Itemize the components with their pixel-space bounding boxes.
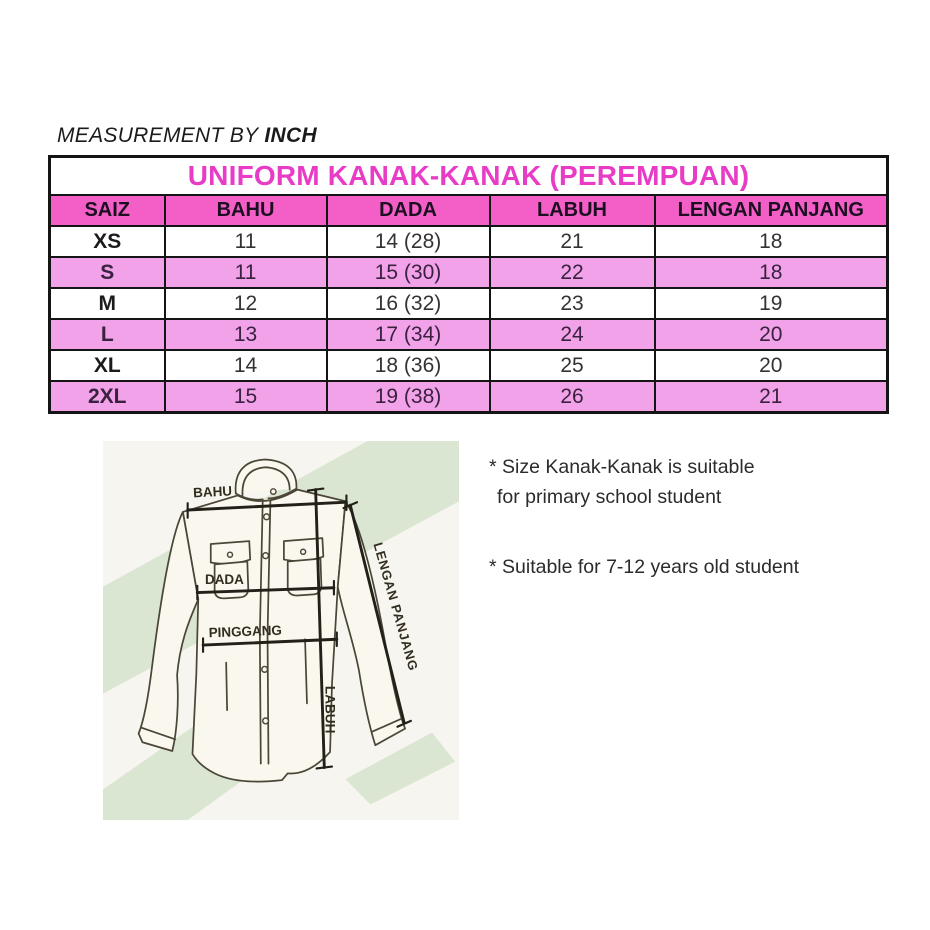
- value-cell: 20: [653, 318, 889, 351]
- value-cell: 18: [653, 225, 889, 258]
- shirt-outline: [137, 458, 406, 783]
- size-table: UNIFORM KANAK-KANAK (PEREMPUAN) SAIZ BAH…: [48, 155, 890, 414]
- column-header-labuh: LABUH: [488, 194, 656, 227]
- value-cell: 14: [163, 349, 328, 382]
- value-cell: 18: [653, 256, 889, 289]
- size-cell: 2XL: [48, 380, 166, 414]
- shirt-collar-outer: [234, 458, 298, 495]
- value-cell: 17 (34): [325, 318, 491, 351]
- value-cell: 21: [488, 225, 656, 258]
- labuh-label: LABUH: [322, 686, 337, 734]
- shirt-right-cuff-line: [371, 717, 405, 733]
- value-cell: 11: [163, 225, 328, 258]
- value-cell: 11: [163, 256, 328, 289]
- shirt-collar-base-right: [267, 487, 298, 500]
- note-line: * Suitable for 7-12 years old student: [489, 556, 800, 578]
- value-cell: 26: [488, 380, 656, 414]
- lengan-panjang-line: [348, 503, 406, 725]
- note-line: for primary school student: [497, 486, 722, 508]
- value-cell: 18 (36): [325, 349, 491, 382]
- size-cell: XL: [48, 349, 166, 382]
- value-cell: 19: [653, 287, 889, 320]
- size-cell: S: [48, 256, 166, 289]
- table-row-xl: XL 14 18 (36) 25 20: [48, 349, 889, 382]
- value-cell: 13: [163, 318, 328, 351]
- bahu-label: BAHU: [193, 483, 233, 500]
- note-line: * Size Kanak-Kanak is suitable: [489, 456, 755, 478]
- page-title-unit: INCH: [264, 124, 317, 147]
- shirt-measurement-diagram: BAHU DADA PINGGANG LABUH LENGAN PANJANG: [103, 441, 459, 820]
- size-cell: L: [48, 318, 166, 351]
- size-cell: XS: [48, 225, 166, 258]
- value-cell: 22: [488, 256, 656, 289]
- column-header-bahu: BAHU: [163, 194, 328, 227]
- table-row-l: L 13 17 (34) 24 20: [48, 318, 889, 351]
- table-row-s: S 11 15 (30) 22 18: [48, 256, 889, 289]
- note-primary-school: * Size Kanak-Kanak is suitable for prima…: [489, 452, 919, 512]
- column-header-dada: DADA: [325, 194, 491, 227]
- value-cell: 24: [488, 318, 656, 351]
- bahu-line: [186, 500, 348, 512]
- dada-line: [195, 586, 336, 595]
- value-cell: 19 (38): [325, 380, 491, 414]
- value-cell: 25: [488, 349, 656, 382]
- page-title: MEASUREMENT BY INCH: [57, 124, 317, 148]
- page-title-prefix: MEASUREMENT BY: [57, 124, 259, 147]
- shirt-left-cuff-line: [140, 726, 177, 741]
- table-title: UNIFORM KANAK-KANAK (PEREMPUAN): [48, 155, 889, 196]
- shirt-left-dart-line: [225, 661, 228, 712]
- table-row-xs: XS 11 14 (28) 21 18: [48, 225, 889, 258]
- shirt-left-sleeve: [137, 511, 200, 752]
- measurement-lines: [186, 487, 412, 770]
- column-header-saiz: SAIZ: [48, 194, 166, 227]
- shirt-buttons: [226, 488, 307, 725]
- dada-label: DADA: [205, 572, 244, 587]
- pinggang-line: [201, 637, 339, 647]
- size-cell: M: [48, 287, 166, 320]
- table-title-row: UNIFORM KANAK-KANAK (PEREMPUAN): [48, 155, 889, 196]
- shirt-placket-left-line: [258, 499, 264, 765]
- table-row-m: M 12 16 (32) 23 19: [48, 287, 889, 320]
- value-cell: 20: [653, 349, 889, 382]
- pinggang-label: PINGGANG: [208, 623, 282, 641]
- shirt-collar-base-left: [234, 492, 264, 501]
- value-cell: 14 (28): [325, 225, 491, 258]
- measurement-ticks: [186, 487, 412, 770]
- shirt-right-sleeve: [336, 500, 406, 747]
- column-header-lengan-panjang: LENGAN PANJANG: [653, 194, 889, 227]
- value-cell: 12: [163, 287, 328, 320]
- value-cell: 23: [488, 287, 656, 320]
- table-header-row: SAIZ BAHU DADA LABUH LENGAN PANJANG: [48, 194, 889, 227]
- value-cell: 15: [163, 380, 328, 414]
- note-age-range: * Suitable for 7-12 years old student: [489, 552, 919, 582]
- shirt-right-dart-line: [304, 638, 308, 705]
- notes: * Size Kanak-Kanak is suitable for prima…: [489, 452, 919, 582]
- labuh-line: [314, 488, 326, 769]
- value-cell: 21: [653, 380, 889, 414]
- shirt-collar-inner: [241, 466, 291, 497]
- value-cell: 16 (32): [325, 287, 491, 320]
- value-cell: 15 (30): [325, 256, 491, 289]
- table-row-2xl: 2XL 15 19 (38) 26 21: [48, 380, 889, 414]
